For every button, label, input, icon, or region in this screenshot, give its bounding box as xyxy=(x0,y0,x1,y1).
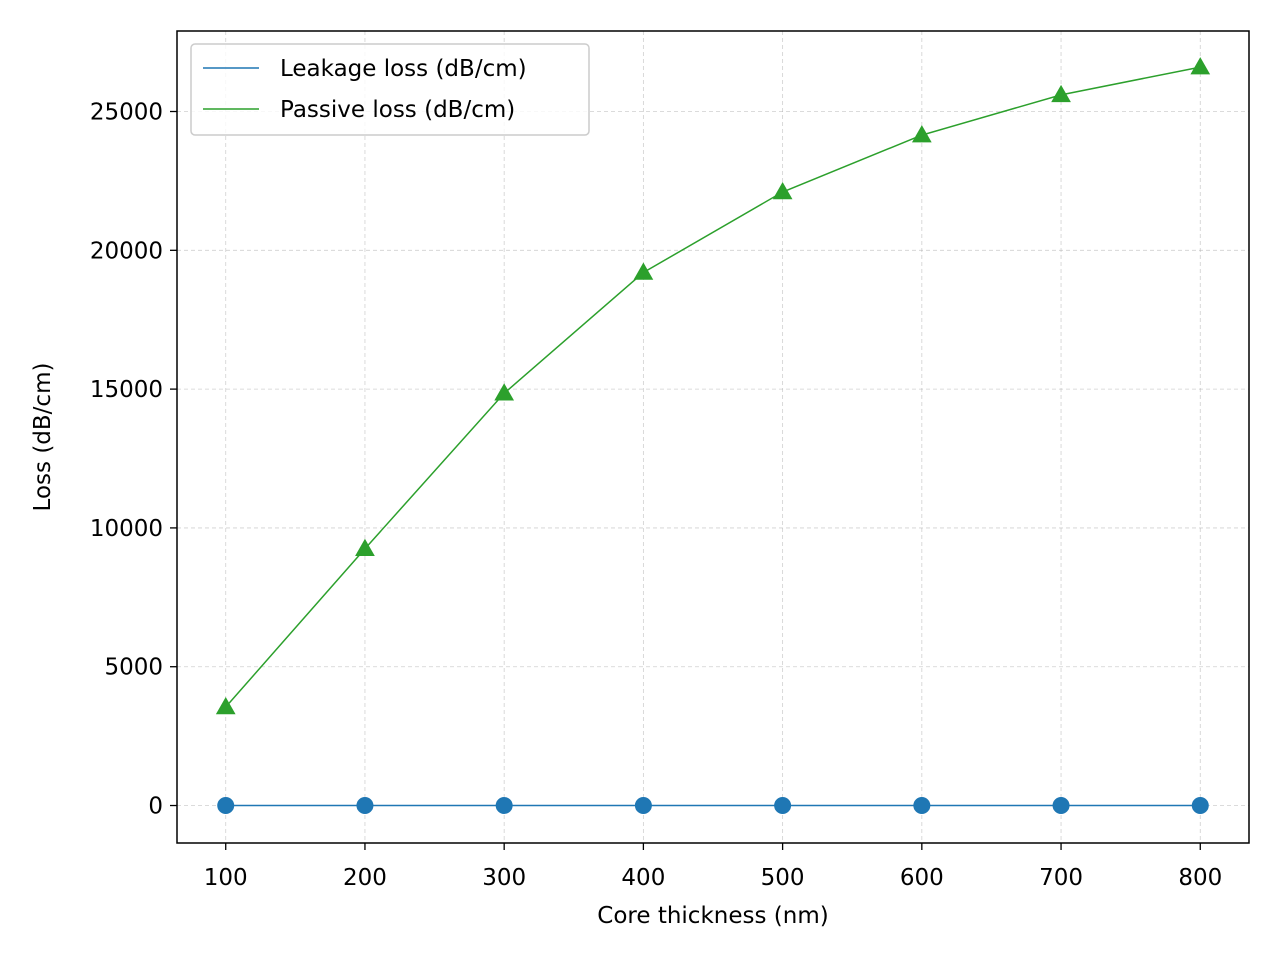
x-tick-label: 800 xyxy=(1178,865,1222,891)
series-layer xyxy=(215,57,1211,815)
data-point-marker xyxy=(913,797,931,815)
y-tick-label: 0 xyxy=(148,794,163,820)
x-tick-label: 600 xyxy=(900,865,944,891)
data-point-marker xyxy=(1191,797,1209,815)
y-tick-label: 10000 xyxy=(90,516,163,542)
data-point-marker xyxy=(494,383,515,401)
data-point-marker xyxy=(1051,84,1071,103)
legend-box xyxy=(190,43,590,136)
x-axis-label: Core thickness (nm) xyxy=(597,903,828,929)
series-leakage xyxy=(217,797,1209,815)
x-axis: 100 200 300 400 500 600 700 800 xyxy=(204,843,1222,891)
y-tick-label: 5000 xyxy=(104,655,163,681)
data-point-marker xyxy=(772,182,793,200)
data-point-marker xyxy=(1052,797,1070,815)
y-tick-label: 20000 xyxy=(90,238,163,264)
x-tick-label: 300 xyxy=(482,865,526,891)
x-tick-label: 200 xyxy=(343,865,387,891)
data-point-marker xyxy=(217,797,235,815)
series-passive xyxy=(215,57,1211,715)
series-line xyxy=(225,66,1201,708)
plot-frame xyxy=(176,30,1250,844)
x-tick-label: 100 xyxy=(204,865,248,891)
data-point-marker xyxy=(355,538,375,556)
x-tick-label: 700 xyxy=(1039,865,1083,891)
y-axis: 0 5000 10000 15000 20000 25000 xyxy=(90,100,177,820)
legend: Leakage loss (dB/cm) Passive loss (dB/cm… xyxy=(190,43,590,136)
y-tick-label: 15000 xyxy=(90,377,163,403)
legend-label-leakage: Leakage loss (dB/cm) xyxy=(280,56,527,82)
data-point-marker xyxy=(215,696,236,715)
data-point-marker xyxy=(1190,57,1211,75)
legend-label-passive: Passive loss (dB/cm) xyxy=(280,97,515,123)
y-axis-label: Loss (dB/cm) xyxy=(30,363,56,512)
y-tick-label: 25000 xyxy=(90,100,163,126)
data-point-marker xyxy=(495,797,513,815)
x-tick-label: 400 xyxy=(621,865,665,891)
data-point-marker xyxy=(774,797,792,815)
data-point-marker xyxy=(911,125,932,143)
data-point-marker xyxy=(634,797,652,815)
data-point-marker xyxy=(633,262,654,280)
data-point-marker xyxy=(356,797,374,815)
x-tick-label: 500 xyxy=(761,865,805,891)
